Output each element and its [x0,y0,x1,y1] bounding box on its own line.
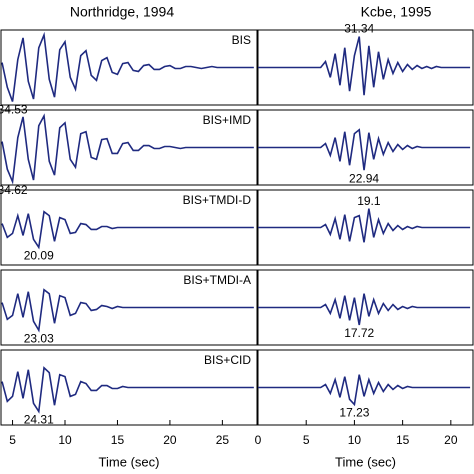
x-tick-label: 0 [255,433,262,447]
waveform [1,31,254,102]
panel-label: BIS+CID [204,353,251,367]
waveform [1,288,254,333]
x-tick-label: 5 [9,433,16,447]
waveform [1,113,254,185]
peak-label: 20.09 [24,248,54,262]
panel-label: BIS+TMDI-D [183,193,252,207]
waveform [1,210,254,250]
x-tick-label: 25 [216,433,230,447]
chart-title: Northridge, 1994 [70,4,175,20]
x-tick-label: 10 [58,433,72,447]
peak-label: 31.34 [344,22,374,36]
panel-frame [0,269,258,346]
x-tick-label: 15 [396,433,410,447]
x-tick-label: 20 [444,433,458,447]
panel-label: BIS+IMD [203,113,252,127]
peak-label: 17.72 [344,326,374,340]
x-axis-label: Time (sec) [335,454,396,469]
waveform [258,293,471,326]
peak-label: 19.1 [357,194,381,208]
peak-label: 22.94 [349,171,379,185]
panel-frame [0,189,258,266]
x-tick-label: 15 [111,433,125,447]
x-tick-label: 10 [348,433,362,447]
panel-frame [0,29,258,106]
panel-label: BIS+TMDI-A [183,273,251,287]
waveform [1,366,254,414]
peak-label: 17.23 [339,406,369,420]
peak-label: 23.03 [24,331,54,345]
waveform [258,374,471,407]
waveform [258,36,471,96]
waveform [258,208,471,243]
x-axis-label: Time (sec) [99,454,160,469]
chart-title: Kcbe, 1995 [361,4,432,20]
panel-label: BIS [232,33,251,47]
waveform [258,128,471,171]
panel-frame [0,109,258,186]
panel-frame [0,349,258,426]
peak-label: 24.31 [24,413,54,427]
x-tick-label: 20 [163,433,177,447]
x-tick-label: 5 [303,433,310,447]
